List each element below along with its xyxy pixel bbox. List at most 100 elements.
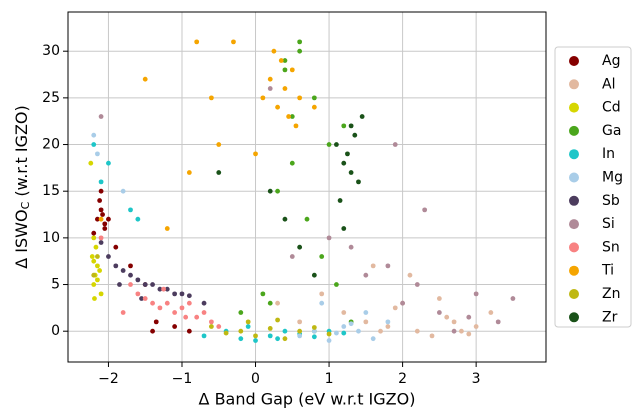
point	[495, 319, 501, 325]
point	[150, 282, 155, 287]
point	[297, 319, 303, 325]
point	[326, 331, 332, 337]
point	[510, 296, 516, 301]
point	[238, 310, 244, 315]
point	[91, 230, 97, 236]
point	[304, 216, 310, 222]
point	[201, 333, 207, 339]
point	[139, 296, 144, 301]
point	[267, 300, 273, 306]
point	[157, 305, 163, 311]
point	[135, 277, 141, 283]
point	[341, 330, 347, 336]
point	[275, 336, 280, 342]
point	[311, 272, 317, 278]
point	[179, 305, 185, 311]
point	[89, 254, 95, 259]
point	[422, 207, 428, 213]
point	[385, 319, 391, 325]
point	[473, 291, 479, 297]
point	[91, 142, 97, 147]
point	[429, 333, 435, 339]
point	[436, 296, 442, 301]
point	[97, 198, 103, 203]
legend-marker	[569, 195, 579, 206]
point	[150, 328, 155, 334]
point	[297, 333, 303, 339]
point	[459, 328, 464, 334]
point	[98, 235, 104, 241]
y-tick-label: 30	[42, 43, 60, 59]
point	[106, 216, 111, 222]
point	[117, 282, 122, 287]
point	[128, 272, 133, 278]
x-tick-label: 0	[251, 371, 260, 387]
point	[341, 324, 347, 329]
point	[113, 263, 119, 269]
point	[473, 324, 479, 329]
point	[209, 95, 214, 101]
point	[289, 114, 295, 119]
point	[341, 310, 347, 315]
point	[370, 336, 376, 342]
point	[95, 263, 100, 269]
point	[363, 319, 369, 325]
point	[216, 170, 222, 175]
point	[414, 282, 420, 287]
point	[128, 263, 133, 269]
point	[363, 272, 369, 278]
point	[275, 300, 280, 306]
point	[238, 328, 244, 334]
point	[164, 286, 170, 292]
point	[282, 67, 288, 73]
point	[98, 291, 104, 297]
point	[334, 142, 339, 147]
legend-label: In	[602, 146, 615, 162]
point	[356, 328, 361, 334]
legend-marker	[569, 149, 579, 160]
legend-box	[554, 46, 632, 328]
y-tick-label: 25	[42, 90, 60, 106]
point	[245, 324, 251, 329]
point	[297, 244, 303, 250]
point	[466, 331, 472, 337]
point	[359, 114, 365, 119]
x-tick-label: −2	[98, 371, 119, 387]
point	[98, 216, 104, 222]
point	[92, 296, 97, 301]
point	[282, 336, 288, 342]
point	[282, 216, 288, 222]
y-label-rest: (w.r.t IGZO)	[12, 105, 31, 202]
x-axis-label: Δ Band Gap (eV w.r.t IGZO)	[199, 390, 416, 409]
point	[113, 244, 119, 250]
point	[282, 328, 288, 334]
point	[267, 326, 273, 331]
legend-label: Sb	[602, 193, 620, 209]
point	[392, 305, 398, 311]
point	[150, 300, 155, 306]
legend-label: Zr	[602, 309, 618, 325]
point	[267, 76, 273, 82]
point	[95, 254, 100, 259]
point	[91, 272, 97, 278]
point	[238, 336, 244, 342]
point	[172, 310, 178, 315]
point	[91, 282, 97, 287]
point	[172, 324, 178, 329]
point	[98, 188, 104, 194]
legend-marker	[569, 79, 579, 90]
point	[352, 132, 358, 138]
point	[311, 95, 317, 101]
point	[348, 244, 354, 250]
point	[97, 268, 103, 273]
legend-label: Ga	[602, 123, 621, 139]
point	[451, 319, 457, 325]
point	[311, 328, 317, 334]
point	[183, 314, 189, 320]
point	[436, 310, 442, 315]
point	[120, 310, 126, 315]
point	[385, 324, 391, 329]
y-tick-label: 5	[51, 277, 60, 293]
point	[271, 48, 277, 54]
